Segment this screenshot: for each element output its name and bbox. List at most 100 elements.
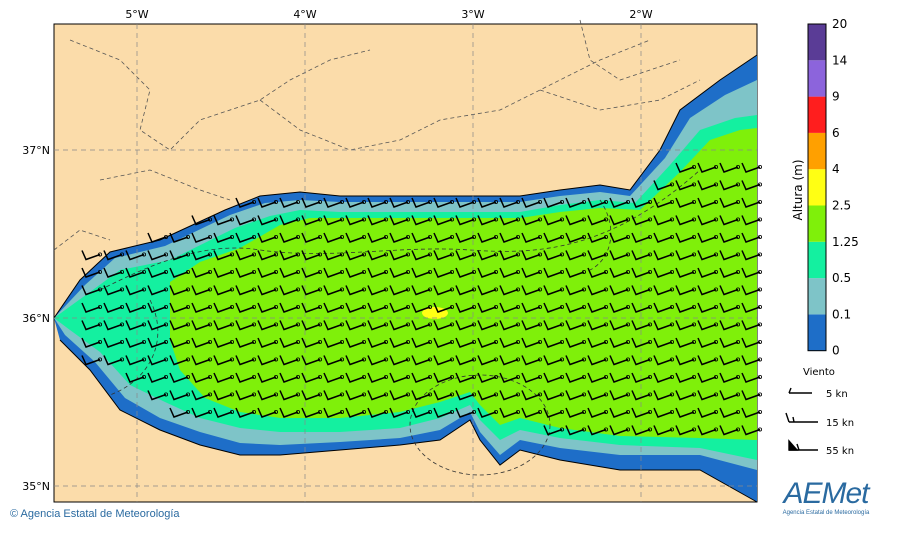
wind-barb — [587, 320, 609, 331]
wind-barb — [389, 285, 410, 296]
wind-barb — [697, 337, 719, 348]
wind-barb — [103, 355, 125, 366]
wind-barb — [433, 267, 454, 278]
wind-barb — [389, 267, 410, 278]
wind-barb — [323, 285, 344, 296]
wind-barb — [675, 302, 697, 313]
wind-barb — [257, 232, 278, 243]
wind-barb — [543, 372, 565, 383]
wind-barb — [279, 407, 300, 418]
wind-barb — [477, 372, 498, 383]
wind-barb — [565, 320, 587, 331]
wind-barb — [521, 250, 543, 261]
wind-barb — [301, 285, 322, 296]
wind-barb — [235, 372, 256, 383]
wind-barb — [697, 285, 719, 296]
wind-barb — [499, 355, 521, 366]
wind-barb — [609, 425, 631, 436]
wind-legend: Viento 5 kn 15 kn 55 kn — [785, 367, 854, 457]
wind-barb — [609, 250, 631, 261]
wind-barb — [543, 267, 565, 278]
wind-barb — [609, 390, 631, 401]
wind-barb — [389, 337, 410, 348]
wind-barb — [301, 372, 322, 383]
wind-barb — [323, 407, 344, 418]
wind-barb — [235, 267, 256, 278]
wind-barb — [543, 355, 565, 366]
wind-barb — [301, 302, 322, 313]
wind-barb — [301, 250, 322, 261]
wind-barb — [455, 407, 476, 418]
wind-barb — [389, 320, 410, 331]
wind-barb — [411, 372, 432, 383]
wind-barb — [587, 390, 609, 401]
wind-barb — [719, 197, 741, 208]
wind-barb — [323, 320, 344, 331]
wind-barb — [455, 320, 476, 331]
wind-barb — [697, 250, 719, 261]
wind-barb — [565, 355, 587, 366]
wind-barb — [609, 302, 631, 313]
wind-barb — [499, 215, 521, 226]
wind-barb — [411, 267, 432, 278]
lon-tick-labels: 5°W 4°W 3°W 2°W — [125, 8, 652, 21]
wind-barb — [543, 197, 565, 208]
wind-barb — [345, 390, 366, 401]
wind-barb — [125, 285, 146, 296]
wind-barb — [345, 250, 366, 261]
wind-barb — [565, 267, 587, 278]
wind-barb — [301, 232, 322, 243]
wind-barb — [235, 250, 256, 261]
wind-barb — [125, 250, 146, 261]
wind-barb — [323, 267, 344, 278]
wind-barb — [455, 232, 476, 243]
wind-barb — [103, 337, 125, 348]
wind-barb — [675, 285, 697, 296]
wind-barb — [279, 355, 300, 366]
lon-tick-label: 2°W — [629, 8, 652, 21]
wind-barb — [213, 337, 234, 348]
legend-title: Altura (m) — [791, 159, 805, 220]
wind-barb — [477, 302, 498, 313]
wind-barb — [279, 320, 300, 331]
wind-barb — [125, 267, 146, 278]
wind-barb — [499, 232, 521, 243]
wind-barb — [323, 390, 344, 401]
wind-barb — [301, 355, 322, 366]
wind-barb — [367, 337, 388, 348]
wind-barb — [257, 390, 278, 401]
wind-barb — [433, 355, 454, 366]
wind-barb — [477, 407, 498, 418]
wind-barb — [235, 337, 256, 348]
wind-barb — [521, 337, 543, 348]
wind-barb — [631, 425, 653, 436]
wind-barb — [741, 232, 763, 243]
wind-barb — [213, 285, 234, 296]
wind-barb — [323, 232, 344, 243]
wind-barb — [147, 320, 168, 331]
credit-text: © Agencia Estatal de Meteorología — [10, 508, 180, 520]
wind-barb — [279, 285, 300, 296]
wind-barb — [543, 250, 565, 261]
wind-barb — [433, 250, 454, 261]
wave-height-legend: 0 0.1 0.5 1.25 2.5 4 6 9 14 20 — [807, 17, 859, 358]
wind-barb — [169, 302, 190, 313]
wind-barb — [301, 390, 322, 401]
wind-barb — [191, 320, 212, 331]
wind-barb — [653, 320, 675, 331]
wind-barb — [147, 267, 168, 278]
wind-barb — [235, 215, 256, 226]
wind-barb — [675, 425, 697, 436]
wind-barb — [653, 302, 675, 313]
wind-barb — [125, 337, 146, 348]
wind-barb — [323, 250, 344, 261]
wind-barb — [279, 372, 300, 383]
wind-barb — [103, 267, 125, 278]
wind-barb — [631, 372, 653, 383]
graticule — [54, 24, 757, 502]
sea-lightgreen-band — [170, 128, 757, 440]
wind-barb — [521, 372, 543, 383]
wind-barb — [389, 232, 410, 243]
wind-barb — [257, 250, 278, 261]
wind-barb — [455, 355, 476, 366]
